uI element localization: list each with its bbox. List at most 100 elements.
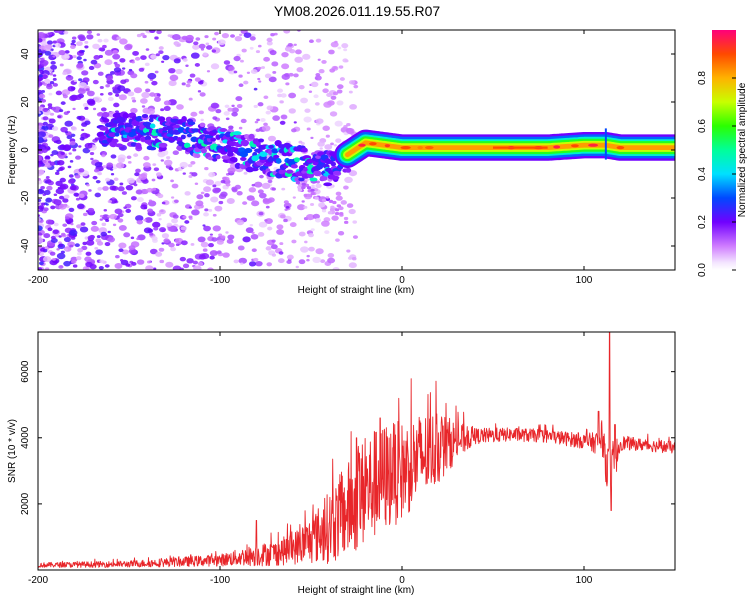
spectrogram-cell <box>249 223 253 227</box>
spectrogram-cell <box>71 39 76 44</box>
spectrogram-cell <box>236 103 243 109</box>
spectrogram-peak <box>571 144 579 148</box>
spectrogram-cell <box>328 49 335 55</box>
spectrogram-cell <box>202 248 208 252</box>
spectrogram-cell <box>48 118 56 124</box>
spectrogram-cell <box>112 86 118 91</box>
spectrogram-cell <box>352 235 358 239</box>
spectrogram-cell <box>158 247 165 252</box>
spectrogram-cell <box>78 193 85 198</box>
snr-y-tick-label: 2000 <box>20 492 31 515</box>
spectrogram-cell <box>128 68 133 72</box>
spectrogram-cell <box>222 176 227 181</box>
spectrogram-cell <box>315 38 322 43</box>
spectrogram-cell <box>348 208 356 215</box>
spectrogram-cell <box>141 105 146 108</box>
spectrogram-cell <box>261 125 271 132</box>
snr-x-label: Height of straight line (km) <box>298 585 415 596</box>
spectrogram-cell <box>218 233 223 237</box>
spectrogram-cell <box>243 171 248 175</box>
spectrogram-cell <box>130 73 138 79</box>
spectrogram-cell <box>321 220 330 227</box>
spectrogram-cell <box>50 60 56 65</box>
spectrogram-cell <box>84 142 93 149</box>
spectrogram-cell <box>170 179 174 183</box>
spectrogram-cell <box>68 179 75 185</box>
spectrogram-cell <box>294 56 303 63</box>
spectrogram-cell <box>123 232 131 238</box>
spectrogram-cell <box>314 196 319 200</box>
spectrogram-cell <box>344 220 349 224</box>
spectrogram-cell <box>212 116 218 120</box>
spectrogram-cell <box>290 164 298 169</box>
spectrogram-cell <box>197 90 202 93</box>
spectrogram-cell <box>163 238 170 244</box>
spectrogram-y-label: Frequency (Hz) <box>7 116 18 185</box>
spectrogram-cell <box>69 244 74 248</box>
spectrogram-cell <box>293 121 297 124</box>
spectrogram-cell <box>212 225 221 232</box>
spectrogram-cell <box>127 160 132 164</box>
spectrogram-cell <box>210 63 220 70</box>
spectrogram-cell <box>288 92 297 99</box>
spectrogram-cell <box>124 44 133 51</box>
spectrogram-cell <box>51 126 59 131</box>
spectrogram-cell <box>315 118 324 125</box>
spectrogram-cell <box>257 232 265 237</box>
spectrogram-cell <box>275 157 282 164</box>
spectrogram-cell <box>195 37 201 41</box>
spectrogram-cell <box>38 38 43 43</box>
spectrogram-cell <box>276 224 284 230</box>
spectrogram-cell <box>318 69 325 74</box>
spectrogram-cell <box>86 183 90 187</box>
spectrogram-cell <box>287 43 293 47</box>
spectrogram-cell <box>59 109 64 113</box>
spectrogram-cell <box>38 161 43 165</box>
spectrogram-cell <box>172 150 179 156</box>
spectrogram-cell <box>38 261 44 266</box>
spectrogram-cell <box>149 92 156 97</box>
spectrogram-cell <box>165 261 174 268</box>
spectrogram-cell <box>343 216 349 221</box>
spectrogram-cell <box>94 161 103 168</box>
spectrogram-cell <box>203 186 212 193</box>
spectrogram-cell <box>64 248 68 251</box>
spectrogram-cell <box>38 80 43 87</box>
spectrogram-cell <box>140 32 145 36</box>
spectrogram-cell <box>58 167 64 172</box>
spectrogram-cell <box>266 37 273 43</box>
spectrogram-y-tick-label: 40 <box>20 48 31 60</box>
spectrogram-cell <box>126 177 135 184</box>
spectrogram-cell <box>216 239 224 245</box>
spectrogram-cell <box>315 183 322 189</box>
spectrogram-cell <box>183 142 191 149</box>
spectrogram-cell <box>63 68 72 75</box>
spectrogram-cell <box>82 77 90 83</box>
spectrogram-cell <box>46 224 52 229</box>
spectrogram-cell <box>190 52 200 59</box>
spectrogram-cell <box>233 55 241 62</box>
spectrogram-cell <box>109 213 118 220</box>
spectrogram-cell <box>309 177 318 182</box>
spectrogram-cell <box>86 90 95 97</box>
spectrogram-cell <box>104 59 113 66</box>
spectrogram-cell <box>283 200 289 204</box>
spectrogram-cell <box>132 99 137 103</box>
spectrogram-cell <box>343 48 348 52</box>
spectrogram-cell <box>143 227 153 234</box>
spectrogram-cell <box>329 68 336 73</box>
spectrogram-cell <box>335 191 342 196</box>
chart-title: YM08.2026.011.19.55.R07 <box>274 3 441 19</box>
spectrogram-cell <box>158 217 162 221</box>
spectrogram-cell <box>337 46 342 50</box>
spectrogram-cell <box>58 241 62 245</box>
spectrogram-cell <box>94 247 99 250</box>
spectrogram-cell <box>55 90 63 96</box>
spectrogram-cell <box>55 171 60 176</box>
spectrogram-cell <box>47 105 53 110</box>
spectrogram-cell <box>208 208 213 212</box>
spectrogram-cell <box>186 133 192 138</box>
spectrogram-cell <box>263 95 269 100</box>
spectrogram-cell <box>219 128 228 133</box>
spectrogram-cell <box>147 200 157 207</box>
